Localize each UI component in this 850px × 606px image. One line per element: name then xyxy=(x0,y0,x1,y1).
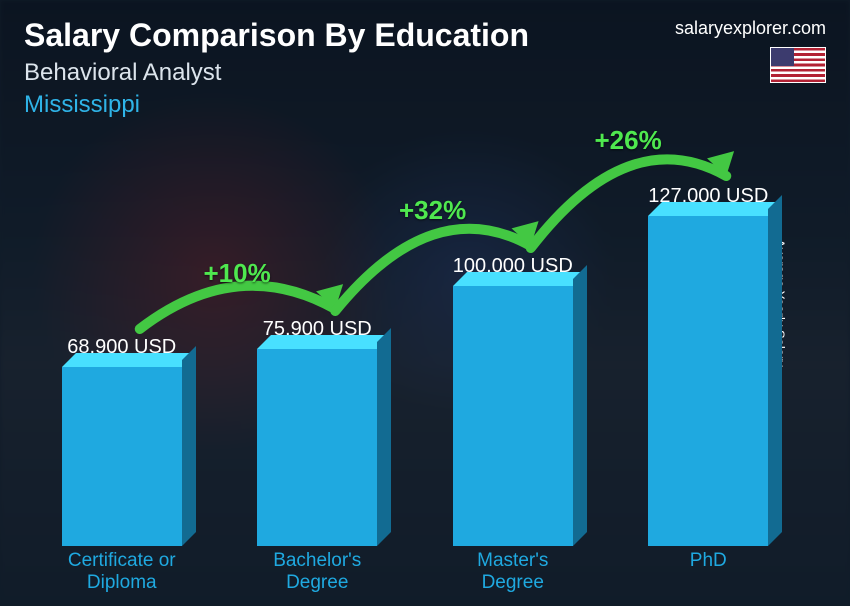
increment-pct-label: +26% xyxy=(595,125,662,156)
bar-top-face xyxy=(648,202,782,216)
bar xyxy=(62,367,182,546)
bar-group: 68,900 USD xyxy=(36,336,208,546)
titles-block: Salary Comparison By Education Behaviora… xyxy=(24,18,675,119)
bar-group: 75,900 USD xyxy=(231,318,403,546)
category-label: Master'sDegree xyxy=(427,546,599,594)
content-root: Salary Comparison By Education Behaviora… xyxy=(0,0,850,606)
increment-pct-label: +10% xyxy=(204,258,271,289)
brand-label: salaryexplorer.com xyxy=(675,18,826,39)
category-label: Certificate orDiploma xyxy=(36,546,208,594)
category-label: PhD xyxy=(622,546,794,594)
job-subtitle: Behavioral Analyst xyxy=(24,59,675,87)
bar-side-face xyxy=(182,346,196,546)
brand-flag-block: salaryexplorer.com xyxy=(675,18,826,83)
category-labels: Certificate orDiploma Bachelor'sDegree Mas… xyxy=(24,546,806,594)
increment-pct-label: +32% xyxy=(399,195,466,226)
category-label: Bachelor'sDegree xyxy=(231,546,403,594)
location-label: Mississippi xyxy=(24,91,675,119)
bar-top-face xyxy=(257,335,391,349)
bar xyxy=(257,349,377,546)
brand-text: salaryexplorer.com xyxy=(675,18,826,38)
bar-side-face xyxy=(377,328,391,546)
bar xyxy=(453,286,573,546)
bar xyxy=(648,216,768,546)
bar-group: 127,000 USD xyxy=(622,185,794,546)
bar-side-face xyxy=(768,195,782,546)
bar-top-face xyxy=(62,353,196,367)
bar-group: 100,000 USD xyxy=(427,255,599,546)
header: Salary Comparison By Education Behaviora… xyxy=(24,18,826,119)
main-title: Salary Comparison By Education xyxy=(24,18,675,53)
bar-side-face xyxy=(573,265,587,546)
chart-area: 68,900 USD75,900 USD100,000 USD127,000 U… xyxy=(24,134,806,594)
flag-icon xyxy=(770,47,826,83)
bar-top-face xyxy=(453,272,587,286)
